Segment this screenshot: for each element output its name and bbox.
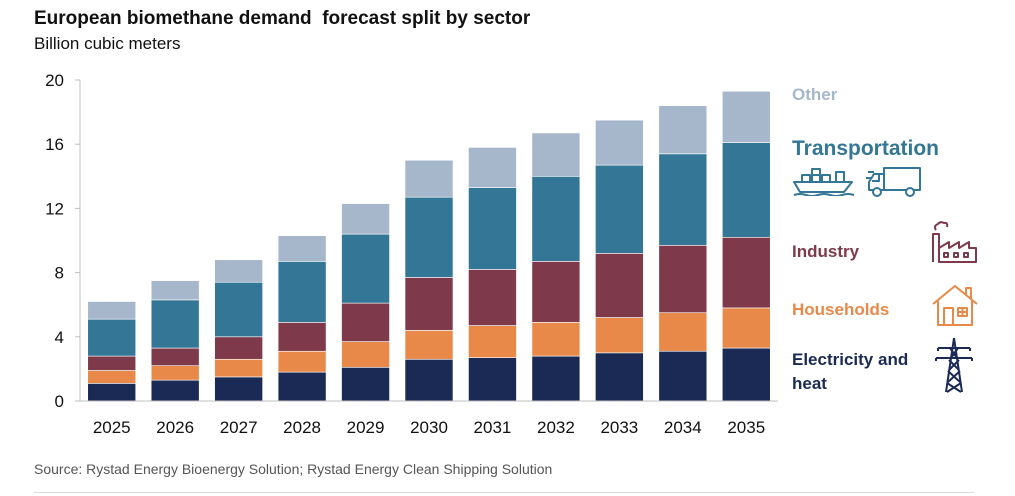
power-tower-icon <box>935 337 973 393</box>
bar-segment-industry-2029 <box>341 302 390 342</box>
bar-segment-other-2029 <box>341 203 390 235</box>
bar-segment-households-2027 <box>214 358 263 378</box>
source-note: Source: Rystad Energy Bioenergy Solution… <box>34 461 553 477</box>
bar-segment-households-2034 <box>658 312 708 352</box>
divider <box>34 492 974 493</box>
bar-segment-transportation-2026 <box>150 299 200 349</box>
house-icon <box>932 285 978 326</box>
y-tick-label: 20 <box>45 71 64 90</box>
bar-segment-other-2035 <box>721 90 771 143</box>
bar-segment-other-2026 <box>150 280 200 301</box>
bar-segment-electricity-and-heat-2031 <box>468 357 517 402</box>
bar-segment-other-2034 <box>658 105 708 155</box>
x-tick-label: 2032 <box>537 418 575 437</box>
bar-segment-other-2032 <box>531 132 581 177</box>
bar-segment-industry-2027 <box>214 336 263 360</box>
bar-segment-electricity-and-heat-2035 <box>721 347 771 402</box>
bar-segment-industry-2026 <box>150 347 200 366</box>
bar-segment-transportation-2033 <box>595 164 644 254</box>
bar-segment-transportation-2030 <box>404 196 454 278</box>
bar-segment-electricity-and-heat-2026 <box>150 379 200 402</box>
bar-segment-transportation-2035 <box>721 142 771 238</box>
bar-segment-electricity-and-heat-2034 <box>658 350 708 402</box>
y-tick-label: 0 <box>55 392 64 411</box>
x-tick-label: 2031 <box>474 418 512 437</box>
bar-segment-households-2025 <box>87 370 137 384</box>
x-tick-label: 2035 <box>727 418 765 437</box>
bar-segment-electricity-and-heat-2025 <box>87 383 137 402</box>
y-tick-label: 4 <box>55 328 64 347</box>
bar-segment-households-2030 <box>404 330 454 360</box>
x-tick-label: 2030 <box>410 418 448 437</box>
legend-transportation-label: Transportation <box>792 137 940 160</box>
bar-segment-electricity-and-heat-2029 <box>341 366 390 402</box>
bar-segment-electricity-and-heat-2027 <box>214 376 263 402</box>
bar-segment-electricity-and-heat-2028 <box>277 371 327 402</box>
bar-segment-industry-2031 <box>468 269 517 326</box>
bar-segment-industry-2034 <box>658 245 708 314</box>
bar-segment-transportation-2031 <box>468 187 517 270</box>
bar-segment-other-2025 <box>87 301 137 320</box>
bar-segment-households-2031 <box>468 325 517 358</box>
bar-segment-households-2028 <box>277 350 327 373</box>
x-axis: 2025 2026 2027 2028 2029 2030 2031 2032 2033 2034… <box>80 400 778 437</box>
y-tick-label: 12 <box>45 199 64 218</box>
bar-segment-transportation-2034 <box>658 153 708 246</box>
chart-title: European biomethane demand forecast spli… <box>34 8 531 29</box>
legend-industry-label: Industry <box>792 242 860 261</box>
x-tick-label: 2033 <box>600 418 638 437</box>
bar-segment-transportation-2027 <box>214 281 263 338</box>
legend-other-label: Other <box>792 85 838 104</box>
y-tick-label: 8 <box>55 264 64 283</box>
x-tick-label: 2029 <box>347 418 385 437</box>
bar-segment-transportation-2032 <box>531 176 581 262</box>
bar-segment-other-2028 <box>277 235 327 262</box>
bar-segment-households-2035 <box>721 307 771 349</box>
bar-segment-other-2031 <box>468 147 517 188</box>
bar-segment-industry-2025 <box>87 355 137 371</box>
bar-segment-electricity-and-heat-2030 <box>404 358 454 402</box>
bar-segment-industry-2032 <box>531 261 581 323</box>
factory-icon <box>932 221 977 263</box>
bar-segment-industry-2030 <box>404 277 454 331</box>
bar-segment-households-2033 <box>595 317 644 354</box>
bars <box>87 90 771 402</box>
legend-electricity-label: Electricity and heat <box>792 350 909 393</box>
chart-subtitle: Billion cubic meters <box>34 34 181 53</box>
bar-segment-industry-2035 <box>721 236 771 309</box>
x-tick-label: 2034 <box>664 418 702 437</box>
truck-icon <box>866 167 921 197</box>
bar-segment-other-2027 <box>214 259 263 283</box>
bar-segment-electricity-and-heat-2033 <box>595 352 644 402</box>
bar-segment-transportation-2025 <box>87 318 137 357</box>
x-tick-label: 2026 <box>156 418 194 437</box>
bar-segment-industry-2033 <box>595 253 644 318</box>
bar-segment-transportation-2029 <box>341 233 390 304</box>
bar-segment-other-2033 <box>595 119 644 166</box>
x-tick-label: 2025 <box>93 418 131 437</box>
x-tick-label: 2028 <box>283 418 321 437</box>
bar-segment-households-2029 <box>341 341 390 368</box>
y-tick-label: 16 <box>45 135 64 154</box>
y-axis: 0 4 8 12 16 20 <box>45 71 81 411</box>
bar-segment-electricity-and-heat-2032 <box>531 355 581 402</box>
ship-icon <box>793 168 855 196</box>
legend-households-label: Households <box>792 300 890 319</box>
bar-segment-transportation-2028 <box>277 261 327 323</box>
bar-segment-households-2032 <box>531 322 581 357</box>
bar-segment-industry-2028 <box>277 322 327 352</box>
bar-segment-other-2030 <box>404 159 454 198</box>
x-tick-label: 2027 <box>220 418 258 437</box>
bar-segment-households-2026 <box>150 365 200 381</box>
